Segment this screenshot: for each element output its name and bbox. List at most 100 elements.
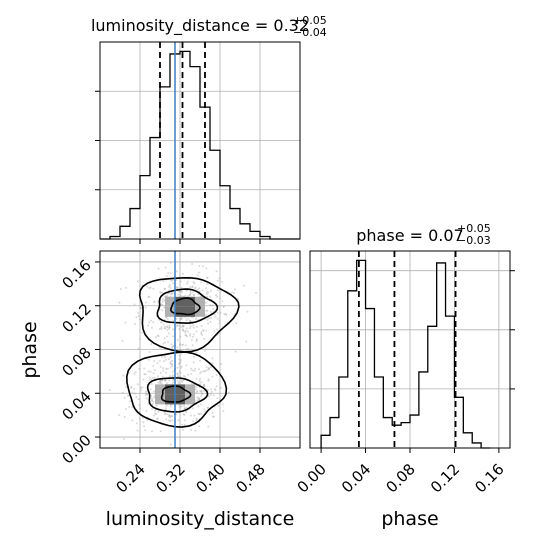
scatter-point — [155, 413, 158, 416]
scatter-point — [195, 419, 198, 422]
scatter-point — [122, 437, 125, 440]
scatter-point — [150, 430, 153, 433]
scatter-point — [167, 327, 170, 330]
scatter-point — [207, 378, 210, 381]
scatter-point — [184, 331, 187, 334]
scatter-point — [181, 273, 184, 276]
scatter-point — [195, 325, 198, 328]
scatter-point — [164, 266, 167, 269]
scatter-point — [207, 425, 210, 428]
scatter-point — [160, 382, 163, 385]
scatter-point — [212, 394, 215, 397]
scatter-point — [200, 390, 203, 393]
scatter-point — [159, 290, 162, 293]
contour-line — [156, 288, 219, 324]
scatter-point — [176, 379, 179, 382]
scatter-point — [150, 326, 153, 329]
scatter-point — [143, 367, 146, 370]
scatter-point — [209, 320, 212, 323]
y-tick-label: 0.12 — [58, 300, 94, 336]
scatter-point — [195, 417, 198, 420]
scatter-point — [223, 305, 226, 308]
scatter-point — [138, 318, 141, 321]
scatter-point — [207, 379, 210, 382]
x-tick-label: 0.24 — [112, 460, 148, 496]
scatter-point — [218, 319, 221, 322]
scatter-point — [180, 317, 183, 320]
scatter-point — [169, 262, 172, 265]
scatter-point — [206, 295, 209, 298]
scatter-point — [137, 280, 140, 283]
scatter-point — [213, 330, 216, 333]
scatter-point — [128, 405, 131, 408]
scatter-point — [161, 298, 164, 301]
scatter-point — [227, 391, 230, 394]
scatter-point — [163, 306, 166, 309]
scatter-point — [195, 377, 198, 380]
scatter-point — [182, 325, 185, 328]
scatter-point — [255, 291, 258, 294]
scatter-point — [168, 413, 171, 416]
scatter-point — [147, 295, 150, 298]
scatter-point — [178, 328, 181, 331]
scatter-point — [136, 312, 139, 315]
scatter-point — [137, 347, 140, 350]
scatter-point — [195, 338, 198, 341]
scatter-point — [186, 373, 189, 376]
scatter-point — [199, 389, 202, 392]
scatter-point — [164, 407, 167, 410]
scatter-point — [169, 356, 172, 359]
scatter-point — [181, 344, 184, 347]
scatter-point — [131, 406, 134, 409]
scatter-point — [200, 332, 203, 335]
scatter-point — [194, 388, 197, 391]
scatter-point — [137, 315, 140, 318]
scatter-point — [169, 443, 172, 446]
scatter-point — [156, 362, 159, 365]
quantile-lines — [357, 251, 457, 448]
scatter-point — [210, 390, 213, 393]
scatter-point — [180, 352, 183, 355]
scatter-point — [159, 430, 162, 433]
scatter-point — [160, 379, 163, 382]
scatter-point — [201, 289, 204, 292]
title-plus: +0.05 — [293, 14, 327, 27]
scatter-point — [164, 356, 167, 359]
scatter-point — [148, 379, 151, 382]
scatter-point — [219, 291, 222, 294]
scatter-point — [201, 334, 204, 337]
scatter-point — [234, 350, 237, 353]
scatter-point — [171, 381, 174, 384]
scatter-point — [186, 282, 189, 285]
scatter-point — [180, 290, 183, 293]
scatter-point — [200, 281, 203, 284]
scatter-point — [210, 393, 213, 396]
scatter-point — [130, 386, 133, 389]
scatter-point — [139, 307, 142, 310]
scatter-point — [144, 390, 147, 393]
scatter-point — [164, 287, 167, 290]
scatter-point — [138, 417, 141, 420]
scatter-point — [176, 372, 179, 375]
scatter-point — [189, 325, 192, 328]
scatter-point — [206, 291, 209, 294]
scatter-point — [168, 419, 171, 422]
x-axis-label: phase — [381, 508, 438, 530]
scatter-point — [166, 367, 169, 370]
scatter-point — [202, 265, 205, 268]
joint-contour-panel: 0.24 0.32 0.40 0.48 0.00 0.04 0.08 0.12 0.16 lum… — [19, 250, 301, 530]
scatter-point — [203, 408, 206, 411]
x-tick-label: 0.32 — [152, 460, 188, 496]
scatter-point — [168, 326, 171, 329]
scatter-point — [156, 417, 159, 420]
scatter-point — [209, 310, 212, 313]
scatter-point — [171, 292, 174, 295]
scatter-point — [177, 375, 180, 378]
scatter-point — [196, 274, 199, 277]
histogram-step — [320, 259, 490, 449]
scatter-point — [170, 359, 173, 362]
scatter-point — [198, 379, 201, 382]
scatter-point — [192, 420, 195, 423]
scatter-point — [212, 307, 215, 310]
scatter-point — [171, 370, 174, 373]
